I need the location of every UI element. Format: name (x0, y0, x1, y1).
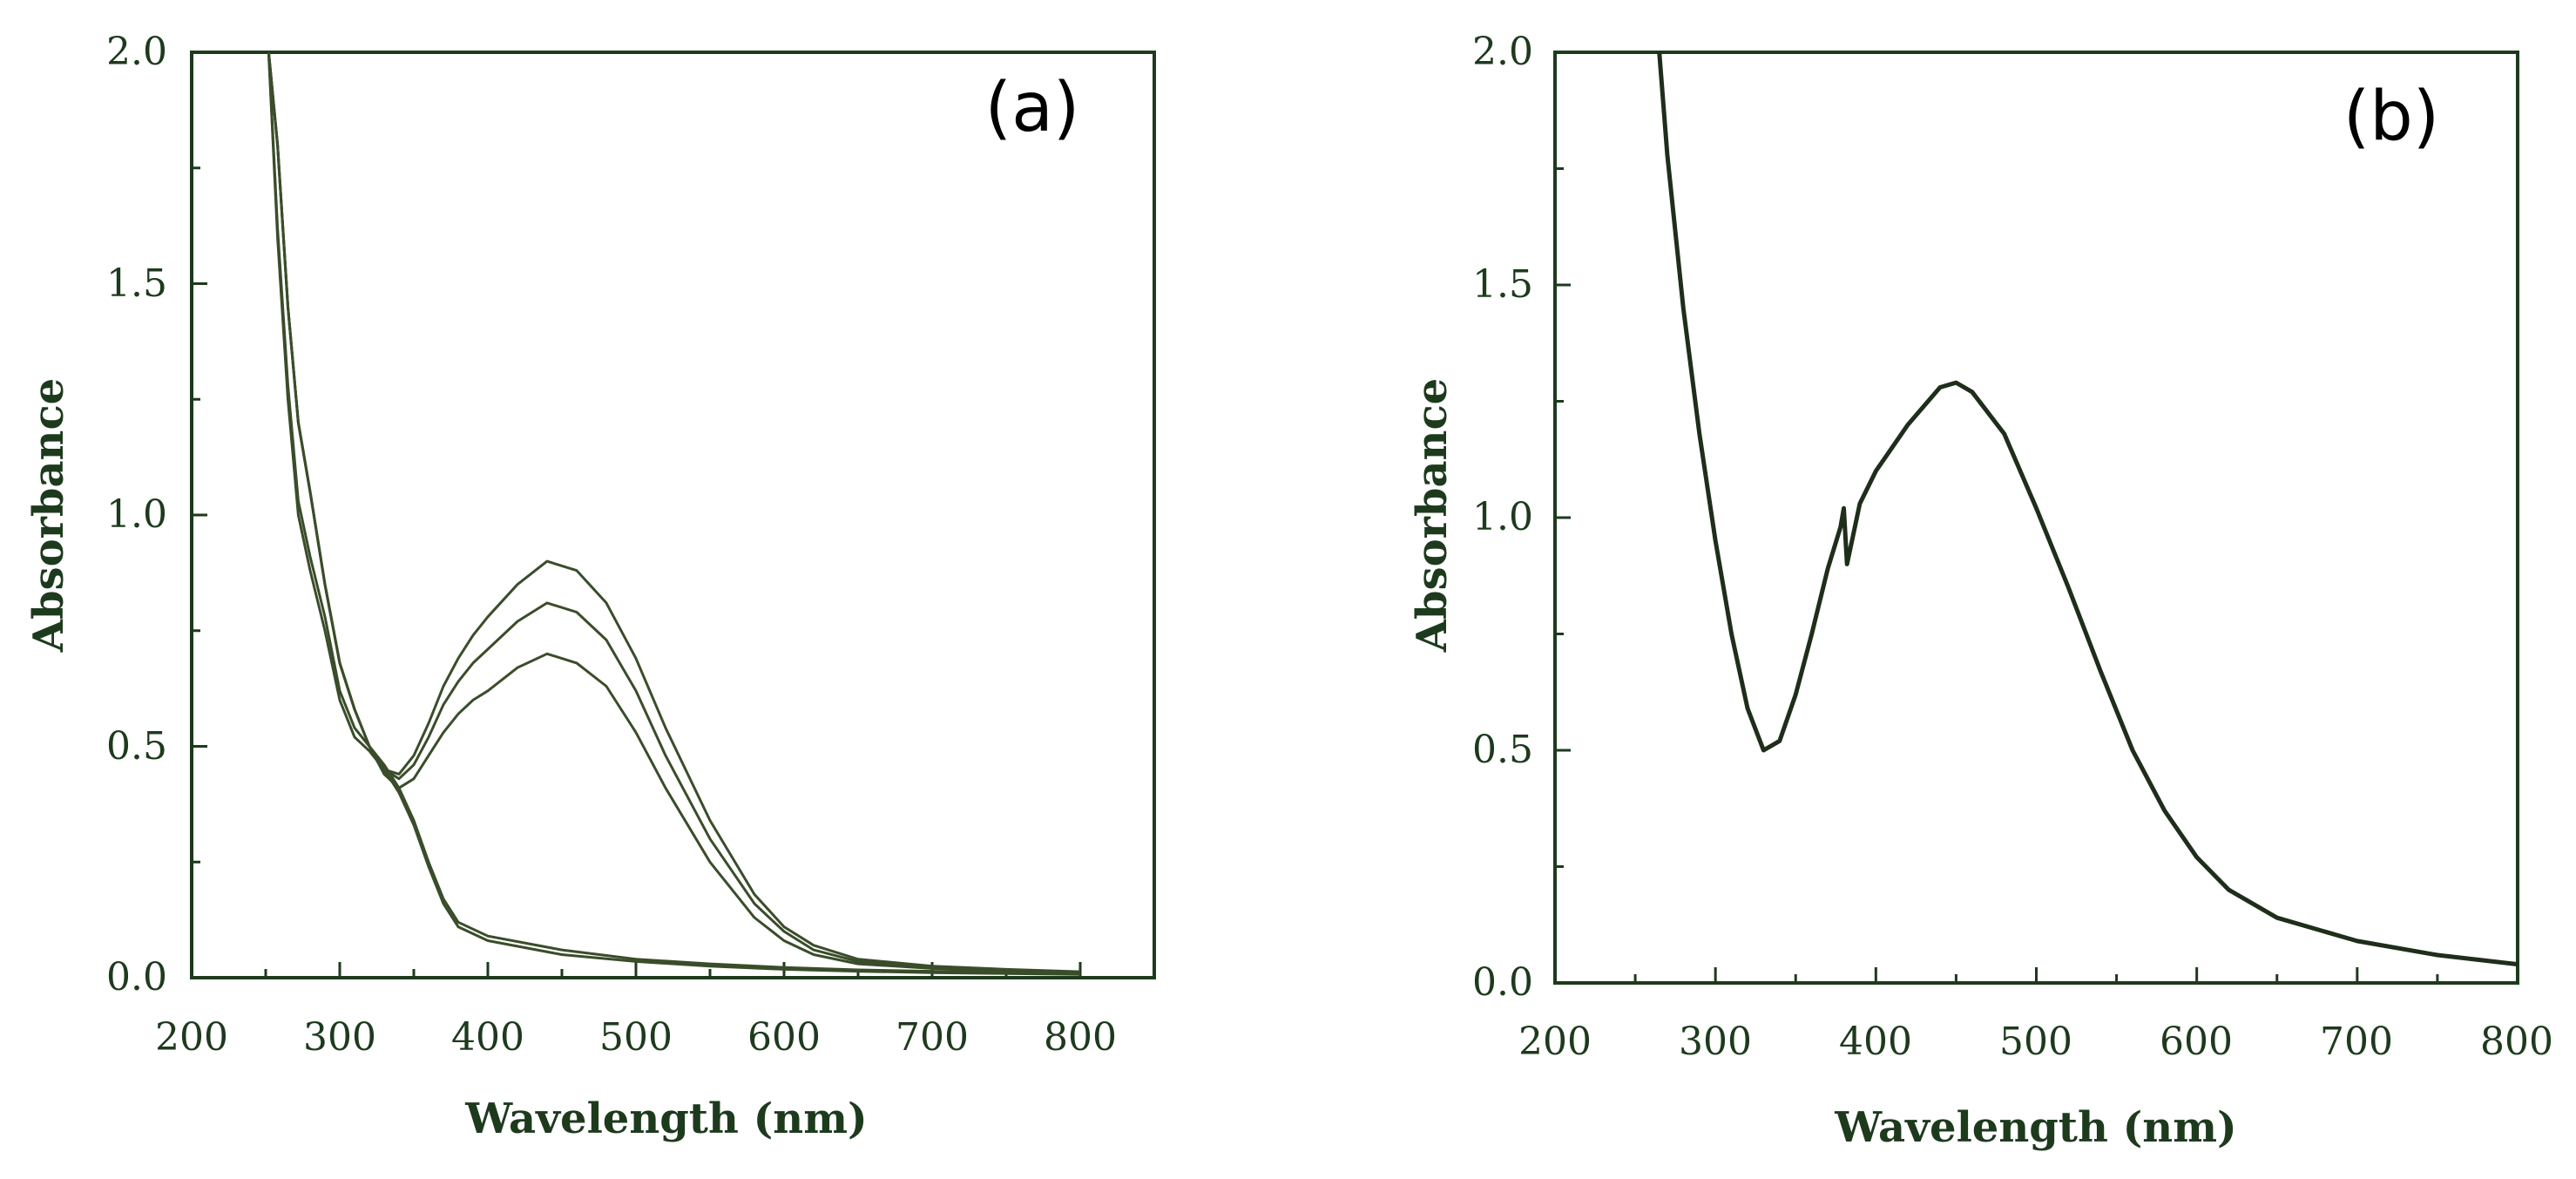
x-tick-label: 800 (1044, 1015, 1117, 1060)
y-axis-title-b: Absorbance (1408, 378, 1457, 653)
tick-marks-a (190, 51, 1082, 979)
panel-label-b: (b) (2343, 78, 2439, 156)
x-tick-labels-b: 200 300 400 500 600 700 800 (1518, 1020, 2553, 1064)
x-tick-label: 300 (303, 1015, 376, 1060)
series-group-b (1657, 51, 2519, 967)
x-tick-label: 500 (599, 1015, 673, 1060)
series-line-a-5 (267, 51, 1081, 975)
series-group-a (267, 51, 1081, 976)
x-tick-label: 700 (896, 1015, 969, 1060)
panel-label-a: (a) (985, 69, 1080, 147)
y-tick-label: 0.0 (1472, 960, 1533, 1005)
x-tick-label: 200 (1518, 1020, 1592, 1064)
x-tick-label: 400 (1839, 1020, 1912, 1064)
y-tick-labels-a: 0.0 0.5 1.0 1.5 2.0 (106, 30, 167, 999)
y-axis-title-a: Absorbance (24, 378, 73, 653)
x-tick-label: 800 (2480, 1020, 2553, 1064)
y-tick-label: 2.0 (1472, 30, 1533, 74)
x-tick-label: 600 (747, 1015, 821, 1060)
x-tick-label: 600 (2160, 1020, 2233, 1064)
plot-frame-b (1553, 51, 2519, 985)
x-tick-label: 200 (155, 1015, 228, 1060)
x-tick-labels-a: 200 300 400 500 600 700 800 (155, 1015, 1117, 1060)
y-tick-label: 0.0 (106, 955, 167, 999)
series-line-a-3 (267, 51, 1081, 973)
y-tick-label: 0.5 (1472, 728, 1533, 772)
series-line-a-4 (267, 51, 1081, 976)
x-tick-label: 400 (451, 1015, 524, 1060)
chart-panel-b: 200 300 400 500 600 700 800 0.0 0.5 1.0 … (1408, 30, 2553, 1152)
y-tick-label: 2.0 (106, 30, 167, 74)
chart-panel-a: 200 300 400 500 600 700 800 0.0 0.5 1.0 … (24, 30, 1156, 1143)
x-axis-title-b: Wavelength (nm) (1834, 1103, 2236, 1152)
x-axis-title-a: Wavelength (nm) (464, 1094, 867, 1143)
x-tick-label: 700 (2320, 1020, 2393, 1064)
y-tick-labels-b: 0.0 0.5 1.0 1.5 2.0 (1472, 30, 1533, 1005)
x-tick-label: 500 (1999, 1020, 2072, 1064)
y-tick-label: 0.5 (106, 724, 167, 769)
y-tick-label: 1.0 (106, 492, 167, 537)
series-line-a-1 (267, 51, 1081, 975)
series-line-a-2 (267, 51, 1081, 974)
series-line-b-1 (1657, 51, 2519, 967)
y-tick-label: 1.5 (106, 261, 167, 306)
plot-frame-a (190, 51, 1156, 979)
x-tick-label: 300 (1679, 1020, 1752, 1064)
y-tick-label: 1.0 (1472, 495, 1533, 539)
tick-marks-b (1553, 51, 2519, 985)
y-tick-label: 1.5 (1472, 262, 1533, 307)
